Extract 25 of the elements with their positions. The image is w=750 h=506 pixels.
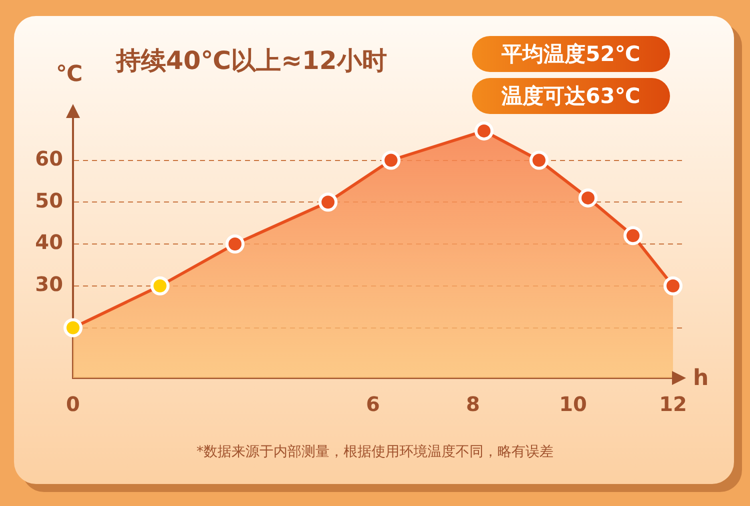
x-tick-label: 12 [659,392,687,416]
text: 平均温度52℃ [472,36,670,72]
x-tick-label: 8 [466,392,480,416]
x-tick-label: 6 [366,392,380,416]
point [150,276,170,296]
x-tick-label: 0 [66,392,80,416]
y-tick-label: 50 [35,188,63,212]
y-tick-label: 30 [35,272,63,296]
point [474,121,494,140]
point [226,234,244,254]
point [624,226,642,246]
text: *数据来源于内部测量，根据使用环境温度不同，略有误差 [196,443,554,461]
x-axis-title: h [693,366,709,391]
point [578,188,598,208]
point [530,150,548,170]
y-tick-label: 40 [35,230,63,254]
y-axis-title: ℃ [56,62,83,87]
chart-title: 持续40℃以上≈12小时 [116,45,387,77]
y-tick-label: 60 [35,146,63,170]
x-tick-label: 10 [559,392,587,416]
point [64,318,82,338]
point [318,192,338,212]
text: 温度可达63℃ [472,78,670,114]
point [382,150,400,170]
point [664,276,682,296]
